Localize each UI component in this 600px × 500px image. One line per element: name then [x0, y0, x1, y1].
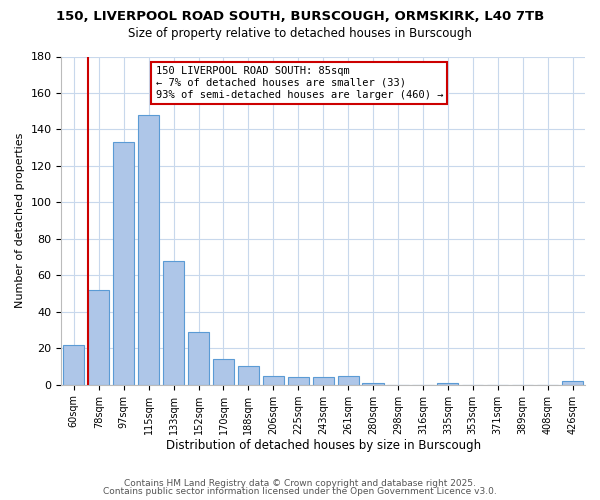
Bar: [437, 383, 458, 384]
Bar: [113, 142, 134, 384]
Bar: [138, 115, 159, 384]
Text: Size of property relative to detached houses in Burscough: Size of property relative to detached ho…: [128, 28, 472, 40]
Bar: [238, 366, 259, 384]
Bar: [163, 260, 184, 384]
Bar: [63, 344, 85, 385]
Bar: [562, 381, 583, 384]
Bar: [263, 376, 284, 384]
Bar: [313, 378, 334, 384]
Bar: [362, 383, 383, 384]
Y-axis label: Number of detached properties: Number of detached properties: [15, 133, 25, 308]
X-axis label: Distribution of detached houses by size in Burscough: Distribution of detached houses by size …: [166, 440, 481, 452]
Bar: [88, 290, 109, 384]
Text: Contains public sector information licensed under the Open Government Licence v3: Contains public sector information licen…: [103, 487, 497, 496]
Text: 150, LIVERPOOL ROAD SOUTH, BURSCOUGH, ORMSKIRK, L40 7TB: 150, LIVERPOOL ROAD SOUTH, BURSCOUGH, OR…: [56, 10, 544, 23]
Bar: [287, 378, 309, 384]
Text: 150 LIVERPOOL ROAD SOUTH: 85sqm
← 7% of detached houses are smaller (33)
93% of : 150 LIVERPOOL ROAD SOUTH: 85sqm ← 7% of …: [155, 66, 443, 100]
Text: Contains HM Land Registry data © Crown copyright and database right 2025.: Contains HM Land Registry data © Crown c…: [124, 478, 476, 488]
Bar: [338, 376, 359, 384]
Bar: [213, 359, 234, 384]
Bar: [188, 332, 209, 384]
